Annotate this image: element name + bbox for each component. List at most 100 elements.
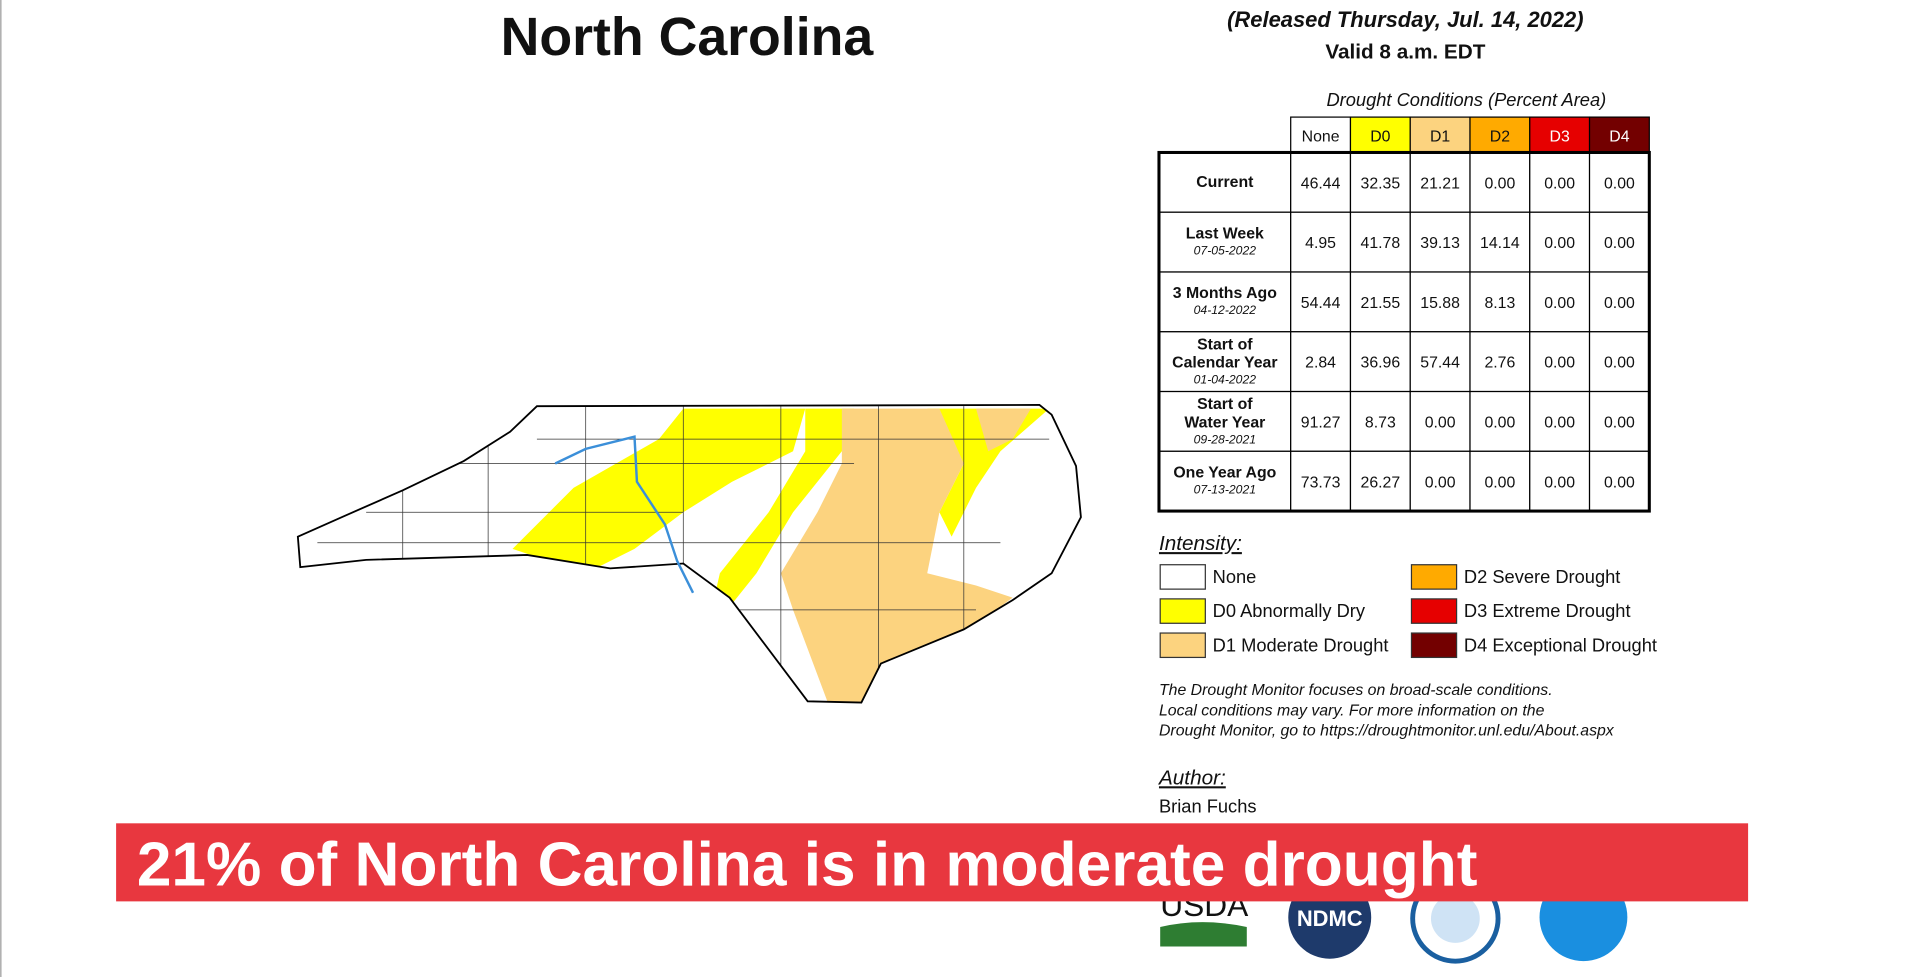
value-cell (1349, 450, 1411, 512)
author-name: Brian Fuchs (1159, 795, 1257, 816)
header-label: D1 (1430, 128, 1450, 145)
value-cell (1290, 450, 1352, 512)
cell-value: 73.73 (1301, 474, 1341, 491)
value-cell (1469, 211, 1531, 273)
cell-value: 0.00 (1604, 355, 1635, 372)
value-cell (1588, 450, 1650, 512)
caption-text: 21% of North Carolina is in moderate dro… (137, 831, 1478, 900)
cell-value: 0.00 (1544, 235, 1575, 252)
cell-value: 91.27 (1301, 415, 1341, 432)
author-heading: Author: (1157, 766, 1226, 789)
row-label: Start of (1197, 336, 1253, 353)
cell-value: 57.44 (1420, 355, 1460, 372)
ndmc-text: NDMC (1297, 906, 1363, 931)
header-label: D2 (1490, 128, 1510, 145)
cell-value: 15.88 (1420, 295, 1460, 312)
header-label: None (1302, 128, 1340, 145)
cell-value: 0.00 (1604, 415, 1635, 432)
legend-label: None (1213, 566, 1257, 587)
cell-value: 0.00 (1604, 235, 1635, 252)
header-label: D4 (1609, 128, 1629, 145)
value-cell (1290, 211, 1352, 273)
row-label-cell (1158, 450, 1292, 512)
cell-value: 0.00 (1425, 474, 1456, 491)
value-cell (1588, 331, 1650, 393)
map-title: North Carolina (501, 7, 875, 67)
row-label-cell (1158, 211, 1292, 273)
value-cell (1409, 151, 1471, 213)
legend-title: Intensity: (1159, 532, 1242, 555)
state-outline (296, 404, 1082, 704)
cell-value: 54.44 (1301, 295, 1341, 312)
cell-value: 14.14 (1480, 235, 1520, 252)
cell-value: 0.00 (1544, 175, 1575, 192)
river (554, 435, 695, 594)
value-cell (1469, 450, 1531, 512)
county-lines (317, 406, 1050, 684)
value-cell (1469, 390, 1531, 452)
legend-swatch (1159, 598, 1206, 624)
table-border (1157, 150, 1651, 513)
cell-value: 32.35 (1361, 175, 1401, 192)
cell-value: 0.00 (1604, 474, 1635, 491)
value-cell (1469, 331, 1531, 393)
cell-value: 0.00 (1604, 295, 1635, 312)
cell-value: 0.00 (1544, 474, 1575, 491)
cell-value: 0.00 (1544, 355, 1575, 372)
value-cell (1529, 271, 1591, 333)
cell-value: 0.00 (1544, 415, 1575, 432)
cell-value: 0.00 (1425, 415, 1456, 432)
value-cell (1529, 450, 1591, 512)
cell-value: 0.00 (1484, 415, 1515, 432)
legend-swatch (1159, 632, 1206, 659)
row-date: 04-12-2022 (1194, 303, 1257, 317)
legend-label: D1 Moderate Drought (1213, 634, 1389, 655)
row-date: 09-28-2021 (1194, 432, 1256, 446)
doc-logo-inner (1430, 894, 1480, 943)
legend-label: D0 Abnormally Dry (1213, 600, 1366, 621)
cell-value: 41.78 (1361, 235, 1401, 252)
cell-value: 0.00 (1484, 474, 1515, 491)
legend-swatch (1410, 564, 1458, 590)
legend-swatch (1410, 598, 1458, 624)
header-label: D3 (1550, 128, 1570, 145)
cell-value: 8.13 (1484, 295, 1515, 312)
cell-value: 0.00 (1484, 175, 1515, 192)
row-label: Calendar Year (1172, 355, 1277, 372)
row-label: Start of (1197, 396, 1253, 413)
legend: Intensity: None D0 Abnormally Dry D1 Modera… (1157, 532, 1657, 843)
legend-label: D4 Exceptional Drought (1464, 634, 1657, 655)
value-cell (1409, 271, 1471, 333)
cell-value: 2.84 (1305, 355, 1336, 372)
cell-value: 36.96 (1361, 355, 1401, 372)
value-cell (1349, 390, 1411, 452)
value-cell (1529, 211, 1591, 273)
drought-table: Drought Conditions (Percent Area) None D0 D… (1157, 89, 1651, 513)
cell-value: 8.73 (1365, 415, 1396, 432)
note-line: The Drought Monitor focuses on broad-sca… (1159, 682, 1553, 699)
legend-label: D3 Extreme Drought (1464, 600, 1631, 621)
value-cell (1349, 211, 1411, 273)
cell-value: 4.95 (1305, 235, 1336, 252)
header-cell (1529, 116, 1591, 154)
caption-banner (116, 823, 1749, 902)
row-label: Water Year (1184, 415, 1265, 432)
legend-label: D2 Severe Drought (1464, 566, 1621, 587)
table-caption: Drought Conditions (Percent Area) (1326, 89, 1606, 110)
d0-area (927, 408, 1050, 537)
d1-area (976, 408, 1031, 452)
value-cell (1409, 211, 1471, 273)
state-map (296, 404, 1082, 704)
value-cell (1409, 331, 1471, 393)
row-date: 07-13-2021 (1194, 482, 1256, 496)
value-cell (1469, 271, 1531, 333)
usda-swoosh (1160, 922, 1247, 947)
row-label-cell (1158, 151, 1292, 213)
cell-value: 39.13 (1420, 235, 1460, 252)
cell-value: 21.21 (1420, 175, 1460, 192)
header-label: D0 (1370, 128, 1390, 145)
row-label: Current (1196, 174, 1254, 191)
row-label: Last Week (1186, 225, 1264, 242)
released-date: (Released Thursday, Jul. 14, 2022) (1227, 7, 1583, 32)
